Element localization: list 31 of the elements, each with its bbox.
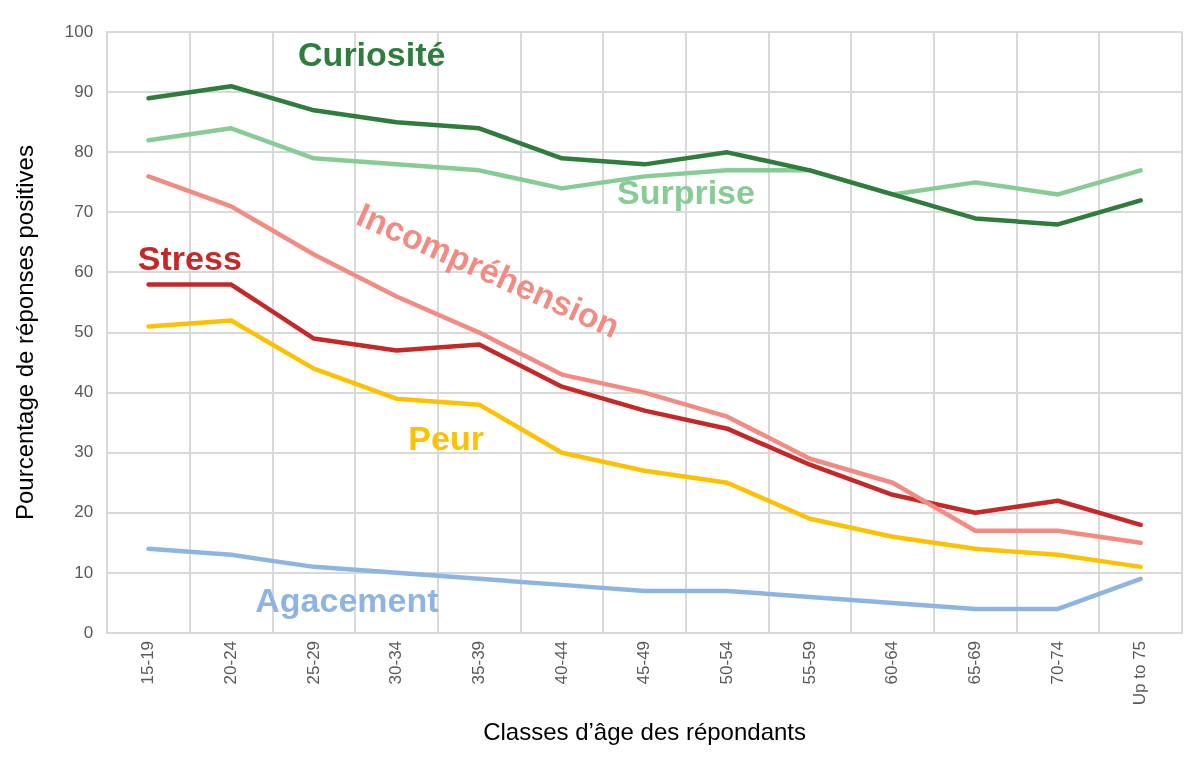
y-axis-title: Pourcentage de réponses positives — [11, 145, 39, 521]
y-tick-label: 60 — [74, 262, 94, 282]
x-tick-label: 60-64 — [882, 640, 902, 685]
series-label: Surprise — [616, 172, 755, 211]
y-tick-label: 10 — [74, 562, 94, 582]
x-tick-label: 30-34 — [386, 640, 406, 685]
series-label: Peur — [408, 419, 484, 458]
x-tick-label: 65-69 — [964, 640, 984, 685]
y-tick-label: 20 — [74, 502, 94, 522]
x-tick-label: 70-74 — [1047, 640, 1067, 685]
x-tick-label: Up to 75 — [1130, 640, 1150, 706]
y-tick-label: 30 — [74, 442, 94, 462]
x-tick-label: 20-24 — [220, 640, 240, 685]
y-tick-label: 50 — [74, 322, 94, 342]
x-tick-label: 40-44 — [551, 640, 571, 685]
x-tick-label: 35-39 — [468, 640, 488, 685]
y-tick-label: 90 — [74, 81, 94, 101]
series-label: Stress — [137, 238, 242, 277]
x-tick-label: 25-29 — [303, 640, 323, 685]
x-axis-title: Classes d’âge des répondants — [483, 718, 807, 746]
y-tick-label: 40 — [74, 382, 94, 402]
x-tick-label: 50-54 — [716, 640, 736, 685]
x-tick-label: 45-49 — [634, 640, 654, 685]
series-label: Curiosité — [298, 34, 446, 73]
y-tick-label: 80 — [74, 142, 94, 162]
x-tick-label: 55-59 — [799, 640, 819, 685]
x-tick-label: 15-19 — [138, 640, 158, 685]
series-label: Agacement — [255, 581, 439, 620]
y-tick-label: 100 — [64, 21, 94, 41]
y-tick-label: 70 — [74, 202, 94, 222]
y-tick-label: 0 — [83, 622, 94, 642]
